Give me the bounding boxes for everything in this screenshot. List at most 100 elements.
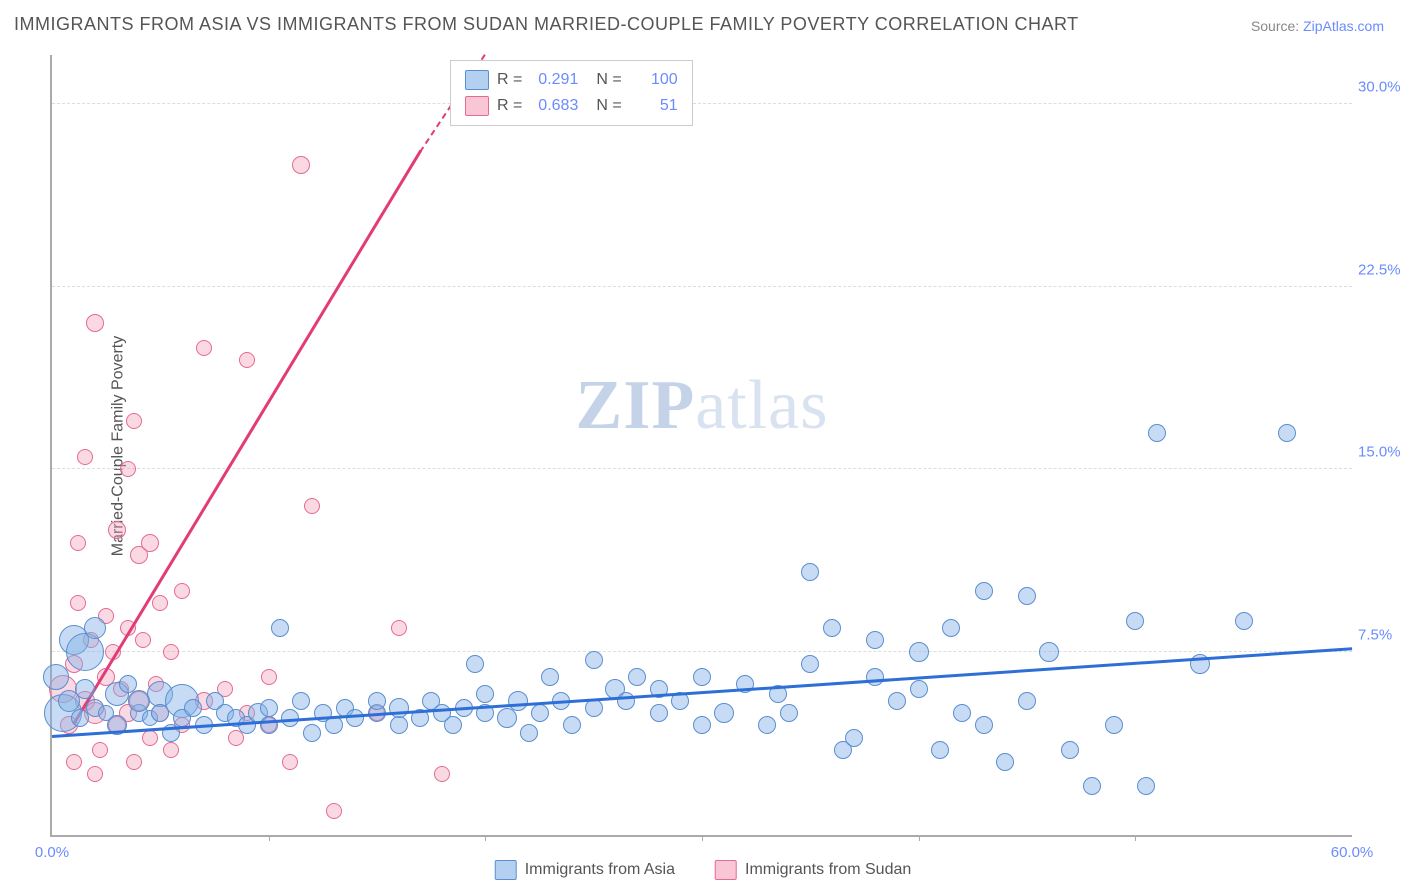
x-tick-label: 60.0% <box>1331 844 1374 861</box>
correlation-legend: R =0.291N =100R =0.683N =51 <box>450 60 693 126</box>
plot-area: ZIPatlas 7.5%15.0%22.5%30.0%0.0%60.0% <box>50 55 1352 837</box>
data-point <box>86 314 104 332</box>
data-point <box>1278 424 1296 442</box>
legend-swatch <box>495 860 517 880</box>
gridline <box>52 651 1352 652</box>
data-point <box>466 655 484 673</box>
gridline <box>52 103 1352 104</box>
legend-item: Immigrants from Sudan <box>715 860 911 880</box>
data-point <box>196 340 212 356</box>
data-point <box>563 716 581 734</box>
data-point <box>260 699 278 717</box>
data-point <box>531 704 549 722</box>
data-point <box>434 766 450 782</box>
data-point <box>108 521 126 539</box>
data-point <box>346 709 364 727</box>
data-point <box>693 668 711 686</box>
data-point <box>845 729 863 747</box>
gridline <box>52 468 1352 469</box>
data-point <box>126 754 142 770</box>
data-point <box>1148 424 1166 442</box>
y-tick-label: 22.5% <box>1358 261 1406 278</box>
legend-swatch <box>465 96 489 116</box>
data-point <box>184 699 202 717</box>
source-link[interactable]: ZipAtlas.com <box>1303 18 1384 34</box>
legend-item: Immigrants from Asia <box>495 860 675 880</box>
data-point <box>1137 777 1155 795</box>
data-point <box>909 642 929 662</box>
legend-label: Immigrants from Asia <box>525 861 675 879</box>
legend-label: Immigrants from Sudan <box>745 861 911 879</box>
data-point <box>389 698 409 718</box>
x-tick <box>269 835 270 841</box>
x-tick-label: 0.0% <box>35 844 69 861</box>
x-tick <box>919 835 920 841</box>
data-point <box>1039 642 1059 662</box>
data-point <box>84 617 106 639</box>
data-point <box>628 668 646 686</box>
data-point <box>141 534 159 552</box>
series-legend: Immigrants from Asia Immigrants from Suda… <box>495 860 912 880</box>
gridline <box>52 286 1352 287</box>
data-point <box>1105 716 1123 734</box>
data-point <box>70 595 86 611</box>
data-point <box>1083 777 1101 795</box>
data-point <box>910 680 928 698</box>
watermark: ZIPatlas <box>576 366 829 446</box>
data-point <box>92 742 108 758</box>
data-point <box>693 716 711 734</box>
data-point <box>368 692 386 710</box>
data-point <box>174 583 190 599</box>
data-point <box>390 716 408 734</box>
data-point <box>801 563 819 581</box>
data-point <box>444 716 462 734</box>
data-point <box>66 633 104 671</box>
data-point <box>304 498 320 514</box>
data-point <box>942 619 960 637</box>
source-label: Source: ZipAtlas.com <box>1251 18 1384 34</box>
data-point <box>261 669 277 685</box>
data-point <box>1126 612 1144 630</box>
y-tick-label: 30.0% <box>1358 78 1406 95</box>
data-point <box>801 655 819 673</box>
data-point <box>77 449 93 465</box>
data-point <box>714 703 734 723</box>
data-point <box>1018 587 1036 605</box>
data-point <box>617 692 635 710</box>
data-point <box>1018 692 1036 710</box>
data-point <box>585 699 603 717</box>
chart-container: IMMIGRANTS FROM ASIA VS IMMIGRANTS FROM … <box>0 0 1406 892</box>
data-point <box>497 708 517 728</box>
data-point <box>1235 612 1253 630</box>
data-point <box>142 730 158 746</box>
data-point <box>282 754 298 770</box>
data-point <box>931 741 949 759</box>
data-point <box>508 691 528 711</box>
data-point <box>780 704 798 722</box>
data-point <box>303 724 321 742</box>
x-tick <box>702 835 703 841</box>
data-point <box>239 352 255 368</box>
data-point <box>541 668 559 686</box>
legend-swatch <box>465 70 489 90</box>
data-point <box>75 679 95 699</box>
data-point <box>975 582 993 600</box>
legend-row: R =0.291N =100 <box>465 67 678 93</box>
data-point <box>271 619 289 637</box>
data-point <box>152 595 168 611</box>
data-point <box>135 632 151 648</box>
data-point <box>866 631 884 649</box>
data-point <box>476 685 494 703</box>
data-point <box>953 704 971 722</box>
data-point <box>43 664 69 690</box>
data-point <box>120 461 136 477</box>
legend-row: R =0.683N =51 <box>465 93 678 119</box>
y-tick-label: 15.0% <box>1358 444 1406 461</box>
chart-title: IMMIGRANTS FROM ASIA VS IMMIGRANTS FROM … <box>14 14 1079 35</box>
data-point <box>585 651 603 669</box>
x-tick <box>485 835 486 841</box>
trend-line <box>72 150 421 724</box>
data-point <box>823 619 841 637</box>
legend-swatch <box>715 860 737 880</box>
data-point <box>758 716 776 734</box>
